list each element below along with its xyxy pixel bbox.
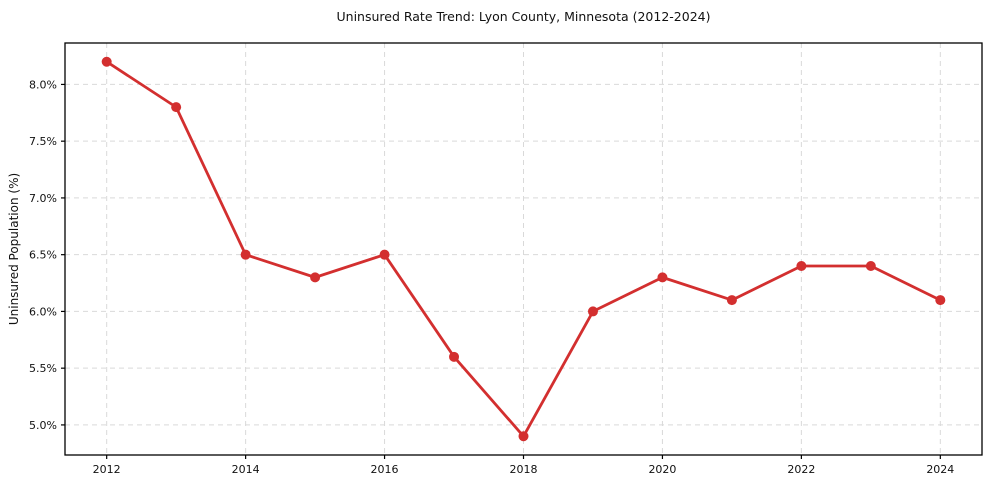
data-point <box>726 295 737 306</box>
y-tick-label: 7.5% <box>29 135 57 148</box>
x-tick-label: 2024 <box>926 463 954 476</box>
data-point <box>587 306 598 317</box>
data-point <box>935 295 946 306</box>
data-point <box>865 261 876 272</box>
data-point <box>101 56 112 67</box>
y-tick-label: 8.0% <box>29 78 57 91</box>
y-tick-label: 5.0% <box>29 419 57 432</box>
data-point <box>449 351 460 362</box>
chart-title: Uninsured Rate Trend: Lyon County, Minne… <box>336 9 711 24</box>
y-tick-label: 6.5% <box>29 249 57 262</box>
y-tick-label: 7.0% <box>29 192 57 205</box>
data-point <box>518 431 529 442</box>
x-tick-label: 2016 <box>371 463 399 476</box>
data-point <box>379 249 390 260</box>
x-tick-label: 2022 <box>787 463 815 476</box>
x-tick-label: 2012 <box>93 463 121 476</box>
plot-border <box>64 42 983 456</box>
y-tick-label: 5.5% <box>29 362 57 375</box>
data-point <box>657 272 668 283</box>
data-point <box>171 102 182 113</box>
data-point <box>310 272 321 283</box>
y-tick-label: 6.0% <box>29 305 57 318</box>
data-point <box>796 261 807 272</box>
y-axis-label: Uninsured Population (%) <box>7 172 21 326</box>
x-tick-label: 2014 <box>232 463 260 476</box>
x-tick-label: 2018 <box>510 463 538 476</box>
data-point <box>240 249 251 260</box>
x-tick-label: 2020 <box>648 463 676 476</box>
